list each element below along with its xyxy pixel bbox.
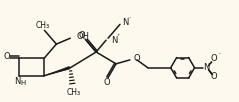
Text: O: O xyxy=(134,54,141,63)
Text: ⁺: ⁺ xyxy=(117,34,120,39)
Polygon shape xyxy=(44,66,69,76)
Text: O: O xyxy=(79,31,86,40)
Text: O: O xyxy=(210,54,217,63)
Text: O: O xyxy=(3,52,10,61)
Text: O: O xyxy=(210,72,217,81)
Text: CH₃: CH₃ xyxy=(66,88,80,98)
Text: CH₃: CH₃ xyxy=(35,21,49,30)
Text: ⁻: ⁻ xyxy=(128,17,131,22)
Text: N: N xyxy=(122,18,128,27)
Text: O: O xyxy=(104,78,110,87)
Text: N: N xyxy=(203,63,210,72)
Text: ⁻: ⁻ xyxy=(218,53,221,58)
Text: H: H xyxy=(20,80,25,86)
Text: OH: OH xyxy=(76,32,89,41)
Text: N: N xyxy=(14,77,21,86)
Text: ⁺: ⁺ xyxy=(210,62,213,67)
Text: N: N xyxy=(111,36,117,45)
